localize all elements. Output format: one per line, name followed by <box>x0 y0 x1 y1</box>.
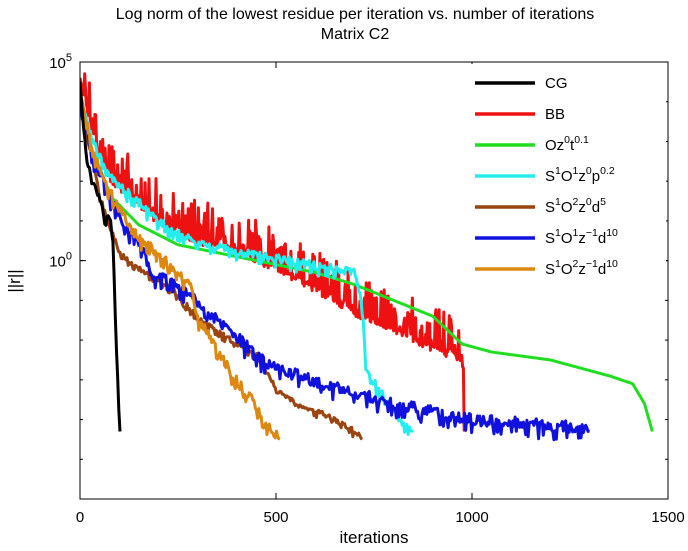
x-tick-label: 1500 <box>651 509 684 526</box>
legend-label-s1o1z0p0-2: S1O1z0p0.2 <box>545 165 615 185</box>
legend-label-bb: BB <box>545 106 565 123</box>
series-line-cg <box>80 81 122 432</box>
series-line-bb <box>80 72 466 432</box>
y-tick-label: 100 <box>49 251 72 271</box>
y-axis-label: ||r|| <box>5 269 24 292</box>
legend: CG BB Oz0t0.1 S1O1z0p0.2 S1O2z0d5 S1O1z−1d10 S… <box>466 64 666 288</box>
series-line-oz0t0-1 <box>80 93 654 432</box>
legend-label-s1o1z-1d10: S1O1z−1d10 <box>545 227 618 247</box>
plot-frame <box>79 61 669 500</box>
legend-label-s1o2z-1d10: S1O2z−1d10 <box>545 258 618 278</box>
x-axis-label: iterations <box>340 528 409 547</box>
series-line-s1o1z-1d10 <box>80 101 591 442</box>
chart-title: Log norm of the lowest residue per itera… <box>116 6 594 23</box>
series-line-s1o2z0d5 <box>80 89 364 441</box>
x-tick-label: 0 <box>76 509 84 526</box>
x-tick-label: 1000 <box>455 509 488 526</box>
series-layer <box>80 72 654 442</box>
y-tick-label: 105 <box>49 52 72 72</box>
chart-subtitle: Matrix C2 <box>321 26 390 43</box>
legend-label-s1o2z0d5: S1O2z0d5 <box>545 196 606 216</box>
legend-label-cg: CG <box>545 75 568 92</box>
series-line-s1o2z-1d10 <box>80 93 281 441</box>
x-tick-label: 500 <box>263 509 288 526</box>
series-line-s1o1z0p0-2 <box>80 97 415 436</box>
legend-label-oz0t0-1: Oz0t0.1 <box>545 134 589 154</box>
ticks-layer: 0 500 1000 1500 105 100 <box>49 52 685 526</box>
